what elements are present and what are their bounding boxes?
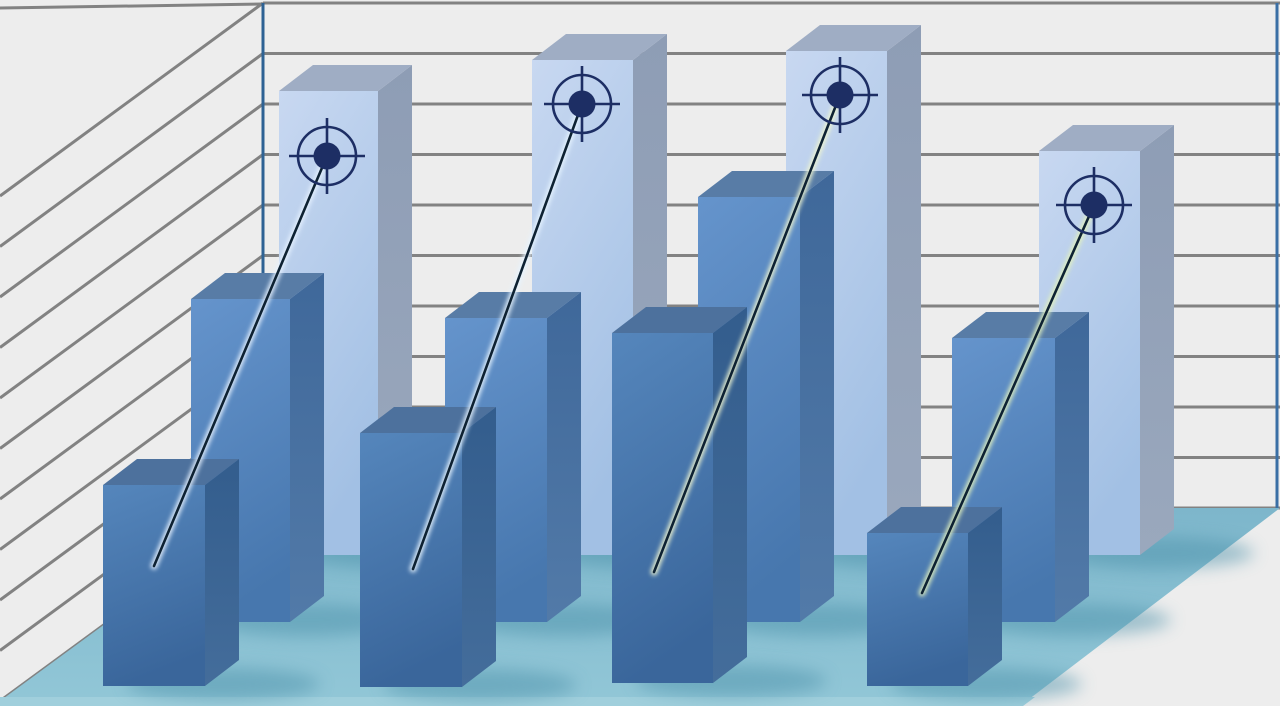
target-line-core — [652, 93, 842, 574]
target-line-core — [411, 102, 584, 571]
crosshair-ring — [809, 64, 871, 126]
bar-top-face — [191, 273, 324, 299]
left-wall-line — [0, 1, 264, 198]
bar-side-face — [713, 307, 747, 683]
bar-top-face — [279, 65, 412, 91]
target-crosshair-icon — [289, 118, 365, 194]
bar-group-4-front — [867, 507, 1002, 686]
bar-side-face — [1055, 312, 1089, 622]
bar-side-face — [290, 273, 324, 622]
target-line-core — [152, 154, 329, 568]
target-crosshair-icon — [1056, 167, 1132, 243]
bar-group-2-front — [360, 407, 496, 687]
target-line-core — [920, 203, 1096, 595]
crosshair-ring — [296, 125, 358, 187]
crosshair-center-dot — [1080, 191, 1108, 219]
bar-side-face — [462, 407, 496, 687]
bar-side-face — [887, 25, 921, 555]
floor-front-band — [0, 697, 1035, 706]
bar-top-face — [1039, 125, 1174, 151]
crosshair-center-dot — [313, 142, 341, 170]
left-wall-line — [0, 153, 264, 349]
bar-side-face — [205, 459, 239, 686]
bar-top-face — [786, 25, 921, 51]
bar-top-face — [867, 507, 1002, 533]
target-line-group-1 — [150, 152, 331, 570]
bar-front-face — [867, 533, 968, 686]
crosshair-ring — [551, 73, 613, 135]
target-crosshair-icon — [802, 57, 878, 133]
top-edge-line — [0, 2, 264, 10]
bar-top-face — [103, 459, 239, 485]
bar-side-face — [547, 292, 581, 622]
left-wall-line — [0, 203, 264, 400]
bar-top-face — [532, 34, 667, 60]
target-line-group-4 — [918, 201, 1098, 597]
bar-side-face — [800, 171, 834, 622]
crosshair-center-dot — [826, 81, 854, 109]
target-line-group-2 — [409, 100, 586, 573]
target-crosshair-icon — [544, 66, 620, 142]
left-wall-line — [0, 52, 264, 248]
target-line-group-3 — [650, 91, 844, 576]
bar-group-1-front — [103, 459, 239, 686]
crosshair-center-dot — [568, 90, 596, 118]
bar-top-face — [445, 292, 581, 318]
bar-group-3-front — [612, 307, 747, 683]
bar-side-face — [1140, 125, 1174, 555]
bar-side-face — [968, 507, 1002, 686]
bar-top-face — [952, 312, 1089, 338]
bar-front-face — [103, 485, 205, 686]
left-wall-line — [0, 102, 264, 299]
crosshair-ring — [1063, 174, 1125, 236]
bar-top-face — [612, 307, 747, 333]
bar-front-face — [612, 333, 713, 683]
